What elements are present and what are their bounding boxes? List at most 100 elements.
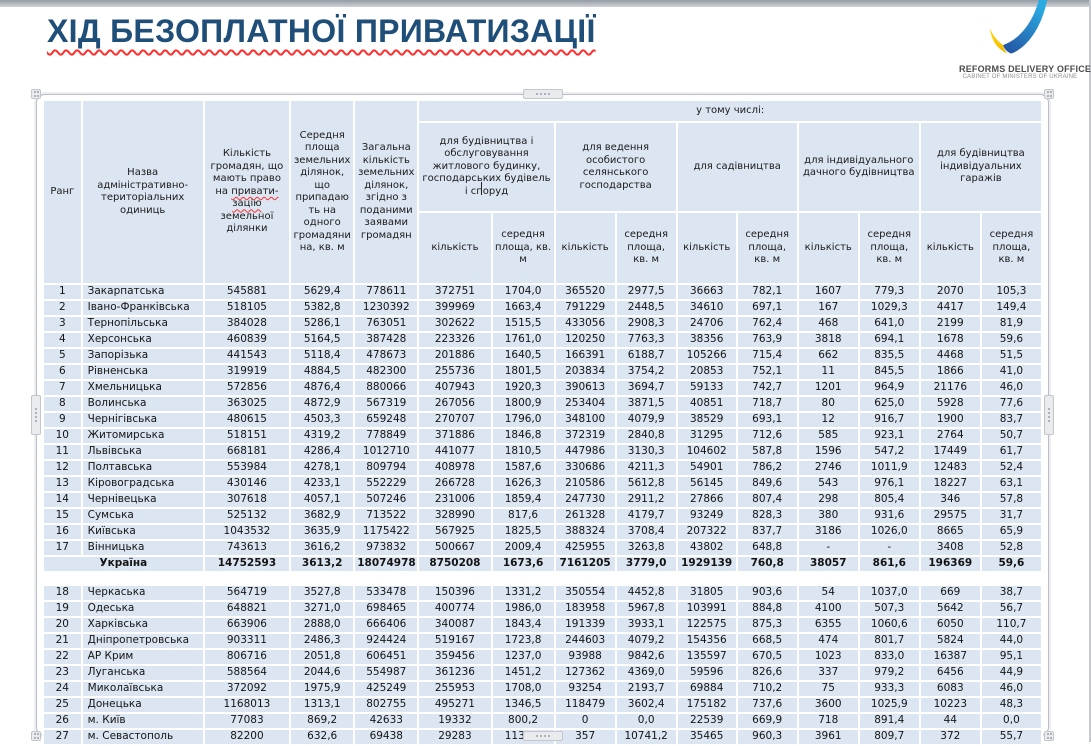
value-cell[interactable]: 93249 bbox=[675, 507, 738, 525]
col-group-dacha[interactable]: для індивідуального дачного будівництва bbox=[796, 121, 921, 213]
value-cell[interactable]: 460839 bbox=[202, 331, 292, 349]
value-cell[interactable]: 2070 bbox=[918, 283, 982, 301]
value-cell[interactable]: 625,0 bbox=[857, 395, 921, 413]
value-cell[interactable]: 1029,3 bbox=[857, 299, 921, 317]
value-cell[interactable]: 38529 bbox=[675, 411, 738, 429]
value-cell[interactable]: 29575 bbox=[918, 507, 982, 525]
value-cell[interactable]: 480615 bbox=[202, 411, 292, 429]
value-cell[interactable]: - bbox=[796, 539, 860, 557]
value-cell[interactable]: 1986,0 bbox=[490, 600, 556, 618]
value-cell[interactable]: 59,6 bbox=[979, 331, 1044, 349]
value-cell[interactable]: 1346,5 bbox=[490, 696, 556, 714]
value-cell[interactable]: 307618 bbox=[202, 491, 292, 509]
value-cell[interactable]: 837,7 bbox=[735, 523, 799, 541]
value-cell[interactable]: 3708,4 bbox=[614, 523, 678, 541]
value-cell[interactable]: 817,6 bbox=[490, 507, 556, 525]
value-cell[interactable]: 567925 bbox=[417, 523, 493, 541]
value-cell[interactable]: 668,5 bbox=[735, 632, 799, 650]
value-cell[interactable]: 880066 bbox=[353, 379, 420, 397]
value-cell[interactable]: 372319 bbox=[553, 427, 617, 445]
value-cell[interactable]: 1607 bbox=[796, 283, 860, 301]
value-cell[interactable]: 2448,5 bbox=[614, 299, 678, 317]
value-cell[interactable]: 1626,3 bbox=[490, 475, 556, 493]
value-cell[interactable]: 50,7 bbox=[979, 427, 1044, 445]
region-name-cell[interactable]: Чернігівська bbox=[80, 411, 205, 429]
value-cell[interactable]: 666406 bbox=[353, 616, 420, 634]
value-cell[interactable]: 298 bbox=[796, 491, 860, 509]
value-cell[interactable]: 698465 bbox=[353, 600, 420, 618]
region-name-cell[interactable]: Львівська bbox=[80, 443, 205, 461]
value-cell[interactable]: 43802 bbox=[675, 539, 738, 557]
value-cell[interactable]: 425955 bbox=[553, 539, 617, 557]
value-cell[interactable]: 59596 bbox=[675, 664, 738, 682]
value-cell[interactable]: 3616,2 bbox=[289, 539, 356, 557]
rank-cell[interactable]: 3 bbox=[42, 315, 83, 333]
total-value-cell[interactable]: 18074978 bbox=[353, 555, 420, 573]
value-cell[interactable]: 253404 bbox=[553, 395, 617, 413]
resize-handle-left[interactable] bbox=[31, 395, 41, 435]
value-cell[interactable]: 135597 bbox=[675, 648, 738, 666]
value-cell[interactable]: 120250 bbox=[553, 331, 617, 349]
rank-cell[interactable]: 12 bbox=[42, 459, 83, 477]
col-sub-housing-area[interactable]: середня площа, кв. м bbox=[490, 211, 556, 285]
value-cell[interactable]: 1012710 bbox=[353, 443, 420, 461]
value-cell[interactable]: 361236 bbox=[417, 664, 493, 682]
value-cell[interactable]: 4503,3 bbox=[289, 411, 356, 429]
value-cell[interactable]: 809,7 bbox=[857, 728, 921, 746]
value-cell[interactable]: 849,6 bbox=[735, 475, 799, 493]
region-name-cell[interactable]: Рівненська bbox=[80, 363, 205, 381]
value-cell[interactable]: 150396 bbox=[417, 584, 493, 602]
value-cell[interactable]: 641,0 bbox=[857, 315, 921, 333]
value-cell[interactable]: 587,8 bbox=[735, 443, 799, 461]
value-cell[interactable]: 447986 bbox=[553, 443, 617, 461]
value-cell[interactable]: 4278,1 bbox=[289, 459, 356, 477]
region-name-cell[interactable]: Хмельницька bbox=[80, 379, 205, 397]
value-cell[interactable]: 4369,0 bbox=[614, 664, 678, 682]
col-group-farming[interactable]: для ведення особистого селянського госпо… bbox=[553, 121, 678, 213]
region-name-cell[interactable]: Одеська bbox=[80, 600, 205, 618]
value-cell[interactable]: 77083 bbox=[202, 712, 292, 730]
value-cell[interactable]: 648821 bbox=[202, 600, 292, 618]
value-cell[interactable]: 372751 bbox=[417, 283, 493, 301]
value-cell[interactable]: 4179,7 bbox=[614, 507, 678, 525]
value-cell[interactable]: 2746 bbox=[796, 459, 860, 477]
value-cell[interactable]: 875,3 bbox=[735, 616, 799, 634]
value-cell[interactable]: 742,7 bbox=[735, 379, 799, 397]
value-cell[interactable]: 384028 bbox=[202, 315, 292, 333]
value-cell[interactable]: 11 bbox=[796, 363, 860, 381]
value-cell[interactable]: 83,7 bbox=[979, 411, 1044, 429]
value-cell[interactable]: 763051 bbox=[353, 315, 420, 333]
value-cell[interactable]: 35465 bbox=[675, 728, 738, 746]
value-cell[interactable]: 3271,0 bbox=[289, 600, 356, 618]
value-cell[interactable]: 372092 bbox=[202, 680, 292, 698]
value-cell[interactable]: 669 bbox=[918, 584, 982, 602]
value-cell[interactable]: 390613 bbox=[553, 379, 617, 397]
value-cell[interactable]: 500667 bbox=[417, 539, 493, 557]
region-name-cell[interactable]: Херсонська bbox=[80, 331, 205, 349]
value-cell[interactable]: 319919 bbox=[202, 363, 292, 381]
value-cell[interactable]: 44,0 bbox=[979, 632, 1044, 650]
region-name-cell[interactable]: Закарпатська bbox=[80, 283, 205, 301]
value-cell[interactable]: 1663,4 bbox=[490, 299, 556, 317]
resize-handle-bottom-left[interactable] bbox=[31, 731, 41, 741]
value-cell[interactable]: 19332 bbox=[417, 712, 493, 730]
value-cell[interactable]: 933,3 bbox=[857, 680, 921, 698]
value-cell[interactable]: 95,1 bbox=[979, 648, 1044, 666]
value-cell[interactable]: - bbox=[857, 539, 921, 557]
value-cell[interactable]: 1843,4 bbox=[490, 616, 556, 634]
value-cell[interactable]: 495271 bbox=[417, 696, 493, 714]
region-name-cell[interactable]: Вінницька bbox=[80, 539, 205, 557]
value-cell[interactable]: 518105 bbox=[202, 299, 292, 317]
rank-cell[interactable]: 15 bbox=[42, 507, 83, 525]
col-header-citizens[interactable]: Кількість громадян, що мають право на пр… bbox=[202, 99, 292, 285]
value-cell[interactable]: 270707 bbox=[417, 411, 493, 429]
rank-cell[interactable]: 21 bbox=[42, 632, 83, 650]
value-cell[interactable]: 12 bbox=[796, 411, 860, 429]
value-cell[interactable]: 12483 bbox=[918, 459, 982, 477]
value-cell[interactable]: 1025,9 bbox=[857, 696, 921, 714]
value-cell[interactable]: 0,0 bbox=[614, 712, 678, 730]
value-cell[interactable]: 400774 bbox=[417, 600, 493, 618]
rank-cell[interactable]: 5 bbox=[42, 347, 83, 365]
value-cell[interactable]: 61,7 bbox=[979, 443, 1044, 461]
value-cell[interactable]: 693,1 bbox=[735, 411, 799, 429]
